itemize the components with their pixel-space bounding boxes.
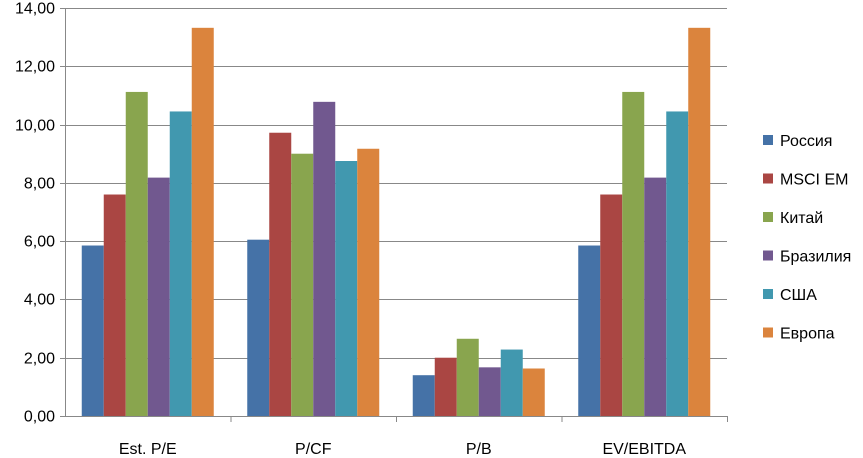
legend: Россия MSCI EM Китай Бразилия США Европа [763, 133, 851, 343]
bar [412, 375, 435, 416]
legend-swatch [763, 250, 773, 261]
legend-label: MSCI EM [780, 172, 848, 189]
bar [81, 245, 104, 416]
bar [335, 161, 358, 416]
legend-label: Китай [780, 210, 823, 227]
bar [357, 148, 380, 416]
y-tick-label: 12,00 [15, 59, 55, 76]
bar [434, 357, 457, 416]
y-tick-label: 8,00 [24, 176, 55, 193]
bars [81, 27, 711, 417]
y-tick-label: 14,00 [15, 1, 55, 18]
bar [247, 239, 270, 416]
legend-swatch [763, 173, 773, 184]
bar [456, 338, 479, 416]
bar [169, 111, 192, 416]
x-tick-label: P/CF [295, 441, 332, 458]
legend-label: Бразилия [780, 249, 851, 266]
y-tick-label: 0,00 [24, 409, 55, 426]
bar [600, 194, 623, 416]
x-tick-label: EV/EBITDA [602, 441, 686, 458]
bar [666, 111, 689, 416]
x-axis-tick-labels: Est. P/E P/CF P/B EV/EBITDA [119, 441, 687, 458]
axes [65, 8, 728, 422]
y-tick-label: 2,00 [24, 351, 55, 368]
legend-swatch [763, 212, 773, 222]
legend-label: Россия [780, 133, 832, 150]
x-tick-label: Est. P/E [119, 441, 177, 458]
bar [313, 101, 336, 416]
bar [191, 27, 214, 417]
bar [269, 132, 292, 416]
y-tick-label: 10,00 [15, 118, 55, 135]
bar [147, 177, 170, 416]
bar [522, 368, 545, 416]
y-tick-label: 6,00 [24, 234, 55, 251]
y-axis-tick-labels: 0,00 2,00 4,00 6,00 8,00 10,00 12,00 14,00 [15, 1, 55, 426]
bar [291, 153, 314, 416]
bar [103, 194, 126, 416]
legend-swatch [763, 327, 773, 338]
bar [125, 91, 148, 416]
bar [478, 367, 501, 416]
y-tick-label: 4,00 [24, 292, 55, 309]
bar [500, 349, 523, 416]
legend-label: Европа [780, 326, 835, 343]
bar [622, 91, 645, 416]
legend-label: США [780, 287, 817, 304]
legend-swatch [763, 289, 773, 299]
bar [644, 177, 667, 416]
bar [578, 245, 601, 416]
legend-swatch [763, 135, 773, 145]
x-tick-label: P/B [466, 441, 492, 458]
bar [688, 27, 711, 417]
